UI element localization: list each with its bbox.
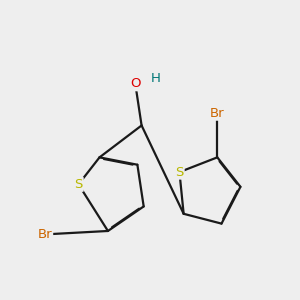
Text: H: H: [151, 72, 160, 85]
Text: Br: Br: [210, 107, 225, 120]
Text: S: S: [74, 178, 83, 191]
Text: Br: Br: [38, 228, 52, 241]
Text: O: O: [130, 77, 140, 90]
Text: S: S: [175, 166, 184, 178]
